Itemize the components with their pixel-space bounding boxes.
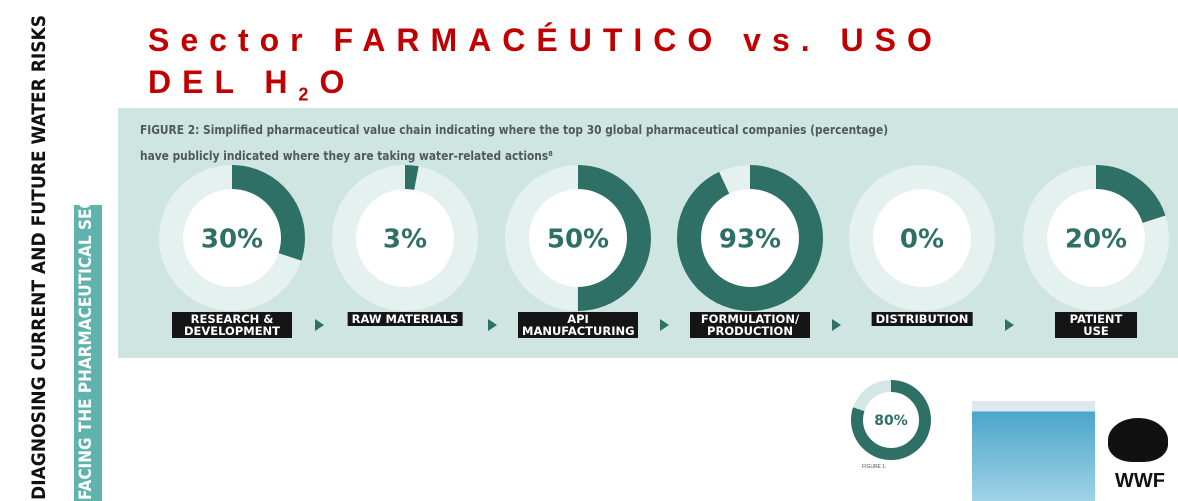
arrow xyxy=(660,319,669,331)
donut-label: 0% xyxy=(900,224,944,254)
arrow xyxy=(832,319,841,331)
donut-center xyxy=(863,392,919,448)
category-label: FORMULATION/ PRODUCTION xyxy=(690,312,810,338)
donut-arc xyxy=(851,380,931,460)
donut-center xyxy=(183,189,281,287)
category-label: DISTRIBUTION xyxy=(871,312,973,326)
donut-center xyxy=(1047,189,1145,287)
donut-arc xyxy=(677,165,823,311)
donut-track xyxy=(849,165,995,311)
category-label: PATIENT USE xyxy=(1055,312,1137,338)
title-part: O xyxy=(319,64,356,100)
category-label: API MANUFACTURING xyxy=(518,312,638,338)
donut-center xyxy=(701,189,799,287)
figure-caption: FIGURE 2: Simplified pharmaceutical valu… xyxy=(140,122,889,137)
title: DEL H2O xyxy=(148,64,355,105)
donut-arc xyxy=(332,165,478,311)
donut-arc xyxy=(1023,165,1169,311)
donut-center xyxy=(356,189,454,287)
report-cover xyxy=(972,373,1095,501)
title: Sector FARMACÉUTICO vs. USO xyxy=(148,22,943,58)
title-part: DEL H xyxy=(148,64,299,100)
donut-label: 20% xyxy=(1065,224,1127,254)
panda-logo xyxy=(1108,418,1168,462)
logo-text: WWF xyxy=(1115,470,1165,492)
category-label: RAW MATERIALS xyxy=(347,312,463,326)
donut-label: 3% xyxy=(383,224,427,254)
arrow xyxy=(1005,319,1014,331)
arrow xyxy=(487,319,497,331)
donut-label: 30% xyxy=(201,224,263,254)
category-label: RESEARCH & DEVELOPMENT xyxy=(172,312,292,338)
figure-caption: FIGURE 1: xyxy=(862,464,887,470)
side-bar xyxy=(74,205,102,501)
title-sub: 2 xyxy=(298,84,320,105)
figure-caption: have publicly indicated where they are t… xyxy=(140,148,553,163)
donut-center xyxy=(529,189,627,287)
arrow xyxy=(314,319,324,331)
donut-label: 93% xyxy=(719,224,781,254)
donut-center xyxy=(873,189,971,287)
donut-arc xyxy=(505,165,651,311)
donut-label: 50% xyxy=(547,224,609,254)
donut-label: 80% xyxy=(874,413,908,429)
donut-arc xyxy=(159,165,305,311)
